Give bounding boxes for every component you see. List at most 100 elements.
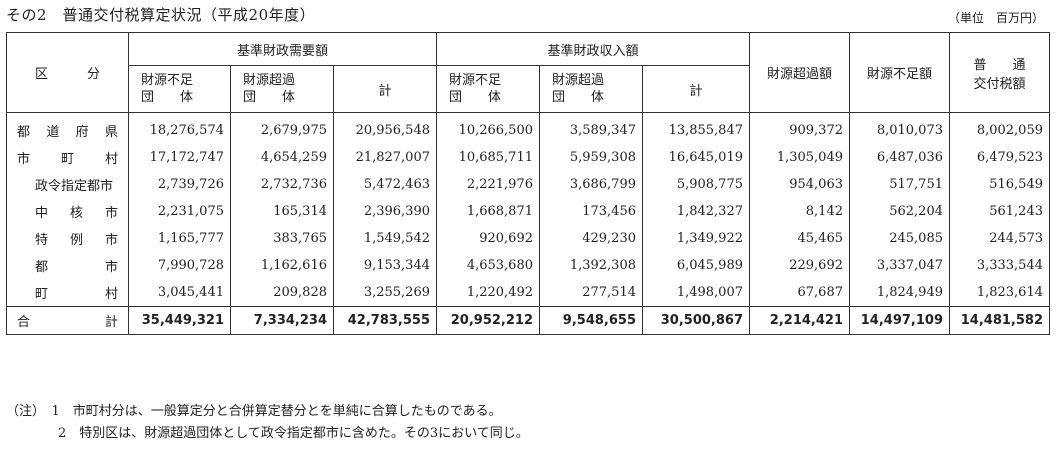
- row-label-char: 村: [104, 287, 118, 302]
- table-cell: 3,045,441: [128, 279, 231, 307]
- shortage-header: 財源不足額: [849, 32, 950, 113]
- row-label-char: 町: [60, 152, 74, 167]
- table-cell: 2,739,726: [128, 171, 231, 198]
- row-label: 都道府県: [6, 112, 129, 144]
- table-cell: 1,498,007: [642, 279, 750, 307]
- table-cell: 14,481,582: [949, 306, 1050, 335]
- grant-header: 普 通 交付税額: [949, 32, 1050, 113]
- grant-header-line1: 普 通: [973, 57, 1026, 73]
- table-cell: 561,243: [949, 198, 1050, 225]
- table-cell: 1,392,308: [539, 252, 643, 279]
- table-cell: 6,479,523: [949, 144, 1050, 171]
- footnote-2: 2 特別区は、財源超過団体として政令指定都市に含めた。その3において同じ。: [6, 426, 529, 441]
- table-cell: 1,668,871: [436, 198, 540, 225]
- table-cell: 954,063: [749, 171, 850, 198]
- table-row: 政令指定都市 2,739,726 2,732,736 5,472,463 2,221,9…: [6, 171, 1050, 198]
- row-label-char: 例: [69, 233, 83, 248]
- row-label: 都市: [6, 252, 129, 279]
- table-cell: 1,162,616: [230, 252, 334, 279]
- row-label-char: 核: [69, 206, 83, 221]
- table-cell: 4,654,259: [230, 144, 334, 171]
- table-cell: 1,823,614: [949, 279, 1050, 307]
- page-title: その2 普通交付税算定状況（平成20年度）: [6, 6, 316, 24]
- row-label: 合計: [6, 306, 129, 335]
- table-cell: 2,396,390: [333, 198, 437, 225]
- table-cell: 2,221,976: [436, 171, 540, 198]
- table-cell: 20,952,212: [436, 306, 540, 335]
- footnotes: （注） 1 市町村分は、一般算定分と合併算定替分とを単純に合算したものである。 …: [6, 401, 529, 445]
- table-cell: 1,349,922: [642, 225, 750, 252]
- table-cell: 6,045,989: [642, 252, 750, 279]
- revenue-group-header: 基準財政収入額: [436, 32, 750, 66]
- demand-deficit-line1: 財源不足: [141, 73, 194, 88]
- row-label: 町村: [6, 279, 129, 307]
- row-label-char: 市: [104, 260, 118, 275]
- table-cell: 2,231,075: [128, 198, 231, 225]
- revenue-excess-header: 財源超過 団 体: [539, 65, 643, 113]
- table-cell: 5,472,463: [333, 171, 437, 198]
- grant-header-line2: 交付税額: [973, 76, 1026, 92]
- table-cell: 35,449,321: [128, 306, 231, 335]
- table-cell: 920,692: [436, 225, 540, 252]
- row-label-char: 町: [35, 287, 49, 302]
- table-cell: 1,842,327: [642, 198, 750, 225]
- revenue-deficit-header: 財源不足 団 体: [436, 65, 540, 113]
- table-cell: 42,783,555: [333, 306, 437, 335]
- category-header: 区 分: [6, 32, 129, 113]
- row-label-char: 村: [104, 152, 118, 167]
- table-cell: 2,214,421: [749, 306, 850, 335]
- table-cell: 229,692: [749, 252, 850, 279]
- revenue-deficit-line1: 財源不足: [449, 73, 502, 88]
- table-cell: 1,220,492: [436, 279, 540, 307]
- row-label: 市町村: [6, 144, 129, 171]
- table-cell: 21,827,007: [333, 144, 437, 171]
- demand-excess-line2: 団 体: [243, 90, 296, 105]
- table-cell: 1,824,949: [849, 279, 950, 307]
- table-cell: 6,487,036: [849, 144, 950, 171]
- table-cell: 429,230: [539, 225, 643, 252]
- table-cell: 1,305,049: [749, 144, 850, 171]
- row-label-char: 市: [104, 206, 118, 221]
- total-row: 合計 35,449,321 7,334,234 42,783,555 20,952,21…: [6, 306, 1050, 335]
- table-row: 都道府県 18,276,574 2,679,975 20,956,548 10,266,…: [6, 112, 1050, 144]
- table-cell: 45,465: [749, 225, 850, 252]
- footnote-1: （注） 1 市町村分は、一般算定分と合併算定替分とを単純に合算したものである。: [6, 404, 502, 419]
- table-cell: 7,990,728: [128, 252, 231, 279]
- table-cell: 3,337,047: [849, 252, 950, 279]
- table-cell: 277,514: [539, 279, 643, 307]
- demand-group-header: 基準財政需要額: [128, 32, 437, 66]
- row-label-char: 県: [104, 125, 118, 140]
- demand-subtotal-header: 計: [333, 65, 437, 113]
- revenue-excess-line1: 財源超過: [552, 73, 605, 88]
- row-label-char: 道: [46, 125, 60, 140]
- demand-deficit-line2: 団 体: [141, 90, 194, 105]
- table-cell: 3,686,799: [539, 171, 643, 198]
- table-cell: 4,653,680: [436, 252, 540, 279]
- table-cell: 7,334,234: [230, 306, 334, 335]
- row-label: 政令指定都市: [6, 171, 129, 198]
- table-cell: 10,266,500: [436, 112, 540, 144]
- table-row: 町村 3,045,441 209,828 3,255,269 1,220,492 277,…: [6, 279, 1050, 307]
- row-label-char: 政令指定都市: [35, 179, 114, 194]
- table-row: 特 例 市 1,165,777 383,765 1,549,542 920,692 429,2…: [6, 225, 1050, 252]
- table-cell: 8,002,059: [949, 112, 1050, 144]
- table-cell: 516,549: [949, 171, 1050, 198]
- row-label-char: 都: [17, 125, 31, 140]
- table-cell: 8,010,073: [849, 112, 950, 144]
- table-cell: 3,589,347: [539, 112, 643, 144]
- table-cell: 383,765: [230, 225, 334, 252]
- table-cell: 67,687: [749, 279, 850, 307]
- revenue-deficit-line2: 団 体: [449, 90, 502, 105]
- table-cell: 165,314: [230, 198, 334, 225]
- table-cell: 17,172,747: [128, 144, 231, 171]
- table-row: 都市 7,990,728 1,162,616 9,153,344 4,653,680 1,…: [6, 252, 1050, 279]
- grant-calculation-table: 区 分 基準財政需要額 基準財政収入額 財源超過額 財源不足額 普 通 交付税額…: [6, 32, 1050, 335]
- table-cell: 14,497,109: [849, 306, 950, 335]
- table-cell: 1,165,777: [128, 225, 231, 252]
- table-cell: 3,255,269: [333, 279, 437, 307]
- row-label-char: 合: [17, 315, 31, 330]
- revenue-excess-line2: 団 体: [552, 90, 605, 105]
- row-label: 中核市: [6, 198, 129, 225]
- table-cell: 5,959,308: [539, 144, 643, 171]
- table-cell: 173,456: [539, 198, 643, 225]
